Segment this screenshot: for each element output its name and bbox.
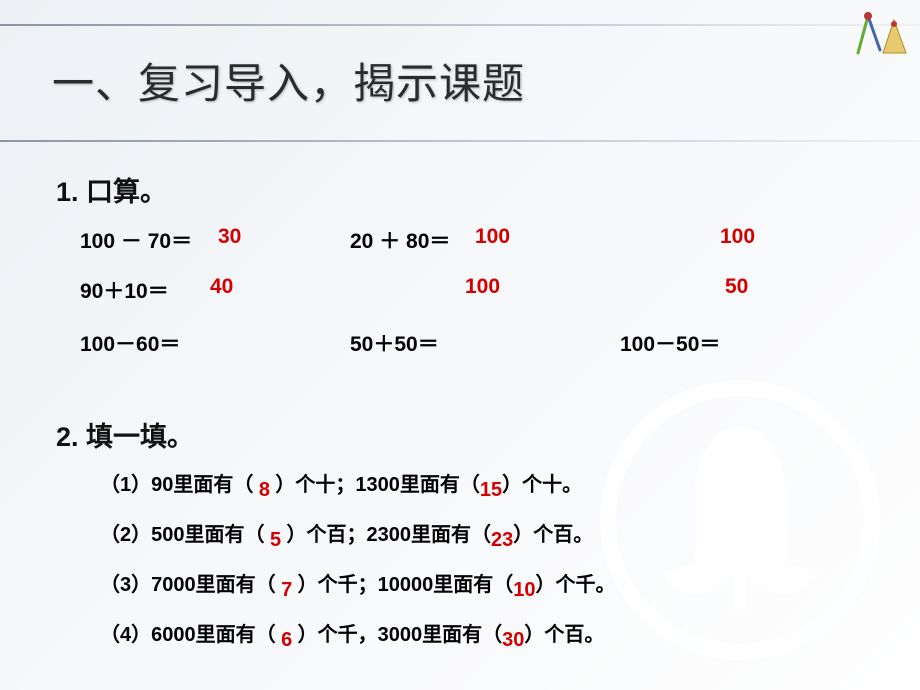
- p3-4: ）个百。: [524, 624, 604, 646]
- expr-3-2: 50＋50＝: [350, 328, 439, 358]
- mental-math-row-3: 100－60＝ 50＋50＝ 100－50＝: [80, 328, 880, 368]
- ans-2-2: 100: [465, 275, 500, 299]
- divider-under-title: [0, 140, 920, 142]
- expr-3-3: 100－50＝: [620, 328, 720, 358]
- p3-3: ）个千。: [536, 574, 616, 596]
- fill-row-2: （2）500里面有（5）个百；2300里面有（23）个百。: [100, 518, 593, 547]
- slide-title: 一、复习导入，揭示课题: [52, 50, 525, 111]
- p2-4: ）个千，3000里面有（: [298, 624, 503, 646]
- p1-3: 7000里面有（: [151, 574, 276, 596]
- a1-2: 5: [265, 529, 287, 552]
- p1-1: 90里面有（: [151, 474, 253, 496]
- idx-1: （1）: [100, 474, 151, 496]
- ans-2-1: 40: [210, 275, 233, 299]
- p3-1: ）个十。: [502, 474, 582, 496]
- fill-row-3: （3）7000里面有（7）个千；10000里面有（10）个千。: [100, 568, 616, 597]
- a1-3: 7: [276, 579, 298, 602]
- idx-3: （3）: [100, 574, 151, 596]
- mental-math-row-1: 100 － 70＝ 30 20 ＋ 80＝ 100 100: [80, 225, 880, 265]
- a2-3: 10: [513, 579, 535, 602]
- p3-2: ）个百。: [513, 524, 593, 546]
- expr-1-1: 100 － 70＝: [80, 225, 192, 255]
- ans-1-2: 100: [475, 225, 510, 249]
- divider-top: [0, 24, 920, 26]
- ans-1-1: 30: [218, 225, 241, 249]
- expr-3-1: 100－60＝: [80, 328, 180, 358]
- idx-2: （2）: [100, 524, 151, 546]
- compass-triangle-icon: [848, 8, 908, 58]
- ans-2-3: 50: [725, 275, 748, 299]
- section-1-heading: 1. 口算。: [56, 170, 167, 209]
- expr-2-1: 90＋10＝: [80, 275, 169, 305]
- mental-math-row-2: 90＋10＝ 40 100 50: [80, 275, 880, 315]
- a1-1: 8: [253, 479, 275, 502]
- fill-row-1: （1）90里面有（8）个十；1300里面有（15）个十。: [100, 468, 582, 497]
- p1-4: 6000里面有（: [151, 624, 276, 646]
- a2-2: 23: [491, 529, 513, 552]
- idx-4: （4）: [100, 624, 151, 646]
- a1-4: 6: [276, 629, 298, 652]
- fill-row-4: （4）6000里面有（6）个千，3000里面有（30）个百。: [100, 618, 604, 647]
- expr-1-2: 20 ＋ 80＝: [350, 225, 450, 255]
- a2-4: 30: [502, 629, 524, 652]
- a2-1: 15: [480, 479, 502, 502]
- p1-2: 500里面有（: [151, 524, 264, 546]
- ans-1-3: 100: [720, 225, 755, 249]
- p2-1: ）个十；1300里面有（: [275, 474, 480, 496]
- p2-3: ）个千；10000里面有（: [298, 574, 514, 596]
- section-2-heading: 2. 填一填。: [56, 415, 194, 454]
- p2-2: ）个百；2300里面有（: [287, 524, 492, 546]
